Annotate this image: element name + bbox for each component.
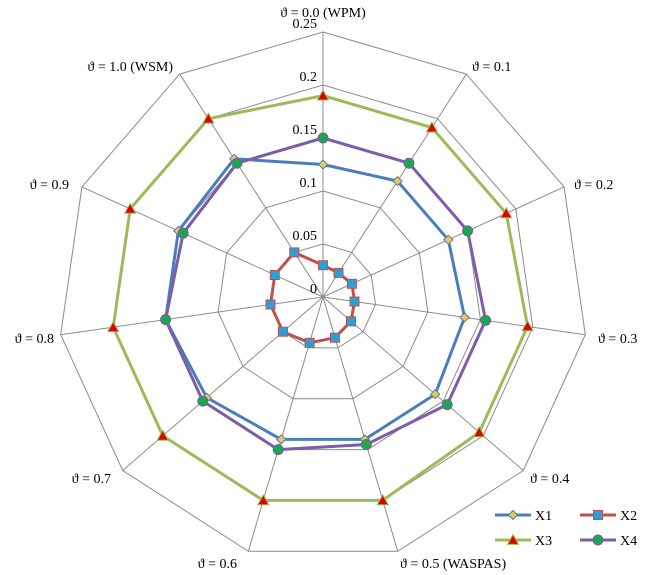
series-line xyxy=(164,136,488,452)
legend-item-x3: X3 xyxy=(495,533,552,549)
data-point xyxy=(275,434,287,445)
data-point xyxy=(521,319,534,332)
data-point xyxy=(160,314,172,326)
data-point xyxy=(506,533,520,545)
legend: X1 X2 X3 X4 xyxy=(495,509,637,549)
category-label: ϑ = 1.0 (WSM) xyxy=(87,60,173,75)
data-point xyxy=(499,206,513,219)
legend-item-x2: X2 xyxy=(580,509,637,524)
grid-spoke-10 xyxy=(179,73,324,298)
data-point xyxy=(441,399,453,411)
series-line xyxy=(164,157,467,441)
data-point xyxy=(443,234,454,246)
category-label: ϑ = 0.0 (WPM) xyxy=(280,6,366,21)
data-point xyxy=(277,326,288,337)
tick-label: 0.05 xyxy=(293,229,318,244)
data-point xyxy=(106,320,120,333)
data-point xyxy=(156,429,170,441)
legend-label: X1 xyxy=(535,509,552,524)
data-point xyxy=(272,444,284,456)
series-layer xyxy=(106,89,534,506)
data-point xyxy=(256,493,270,506)
grid-spoke-3 xyxy=(322,296,586,336)
data-point xyxy=(507,509,519,521)
data-point xyxy=(177,227,189,239)
data-point xyxy=(403,157,415,169)
data-point xyxy=(392,175,403,187)
category-label: ϑ = 0.6 xyxy=(198,557,237,572)
category-label: ϑ = 0.2 xyxy=(574,178,613,193)
grid-spoke-8 xyxy=(60,296,324,336)
data-point xyxy=(462,225,474,237)
data-point xyxy=(123,202,137,214)
data-point xyxy=(316,89,330,101)
data-point xyxy=(197,395,209,407)
grid-spoke-4 xyxy=(322,296,524,471)
data-point xyxy=(317,132,329,144)
tick-label: 0.25 xyxy=(293,17,318,32)
data-point xyxy=(349,296,360,307)
category-label: ϑ = 0.8 xyxy=(15,332,54,347)
grid-spoke-1 xyxy=(322,73,467,298)
series-x2 xyxy=(265,247,360,348)
data-point xyxy=(346,278,357,289)
tick-label: 0.2 xyxy=(300,70,318,85)
series-x3 xyxy=(106,89,534,506)
category-label: ϑ = 0.1 xyxy=(472,60,511,75)
data-point xyxy=(480,314,492,326)
tick-label: 0.1 xyxy=(300,176,318,191)
grid-spoke-2 xyxy=(322,186,565,298)
grid-ring-2 xyxy=(217,190,429,400)
category-labels: ϑ = 0.0 (WPM) ϑ = 0.1 ϑ = 0.2 ϑ = 0.3 ϑ = 0.… xyxy=(15,6,638,572)
data-point xyxy=(472,425,486,438)
legend-item-x1: X1 xyxy=(495,509,552,524)
data-point xyxy=(317,159,329,170)
tick-label: 0.15 xyxy=(293,123,318,138)
grid-ring-5 xyxy=(60,31,586,552)
legend-label: X3 xyxy=(535,534,552,549)
data-point xyxy=(459,312,470,323)
category-label: ϑ = 0.4 xyxy=(530,472,569,487)
data-point xyxy=(592,534,604,546)
data-point xyxy=(318,260,328,271)
data-point xyxy=(269,270,280,280)
data-point xyxy=(304,337,315,348)
data-point xyxy=(376,493,390,506)
data-point xyxy=(360,439,372,450)
series-line xyxy=(111,94,530,502)
category-label: ϑ = 0.7 xyxy=(72,472,111,487)
data-point xyxy=(231,157,243,169)
category-label: ϑ = 0.3 xyxy=(598,332,637,347)
data-point xyxy=(593,510,603,520)
grid-spoke-7 xyxy=(122,296,324,471)
data-point xyxy=(329,332,340,343)
radial-tick-labels: 0 0.05 0.1 0.15 0.2 0.25 xyxy=(293,17,318,297)
category-label: ϑ = 0.9 xyxy=(30,178,69,193)
grid-spoke-9 xyxy=(81,186,324,298)
data-point xyxy=(265,299,276,310)
legend-item-x4: X4 xyxy=(580,534,637,549)
legend-label: X4 xyxy=(620,534,637,549)
legend-label: X2 xyxy=(620,509,637,524)
data-point xyxy=(333,267,344,278)
tick-label: 0 xyxy=(310,282,317,297)
category-label: ϑ = 0.5 (WASPAS) xyxy=(400,557,506,572)
data-point xyxy=(289,247,300,258)
data-point xyxy=(425,121,439,133)
series-x4 xyxy=(160,132,492,456)
data-point xyxy=(346,316,356,327)
radar-grid xyxy=(60,31,586,552)
data-point xyxy=(429,388,441,400)
data-point xyxy=(202,112,215,124)
